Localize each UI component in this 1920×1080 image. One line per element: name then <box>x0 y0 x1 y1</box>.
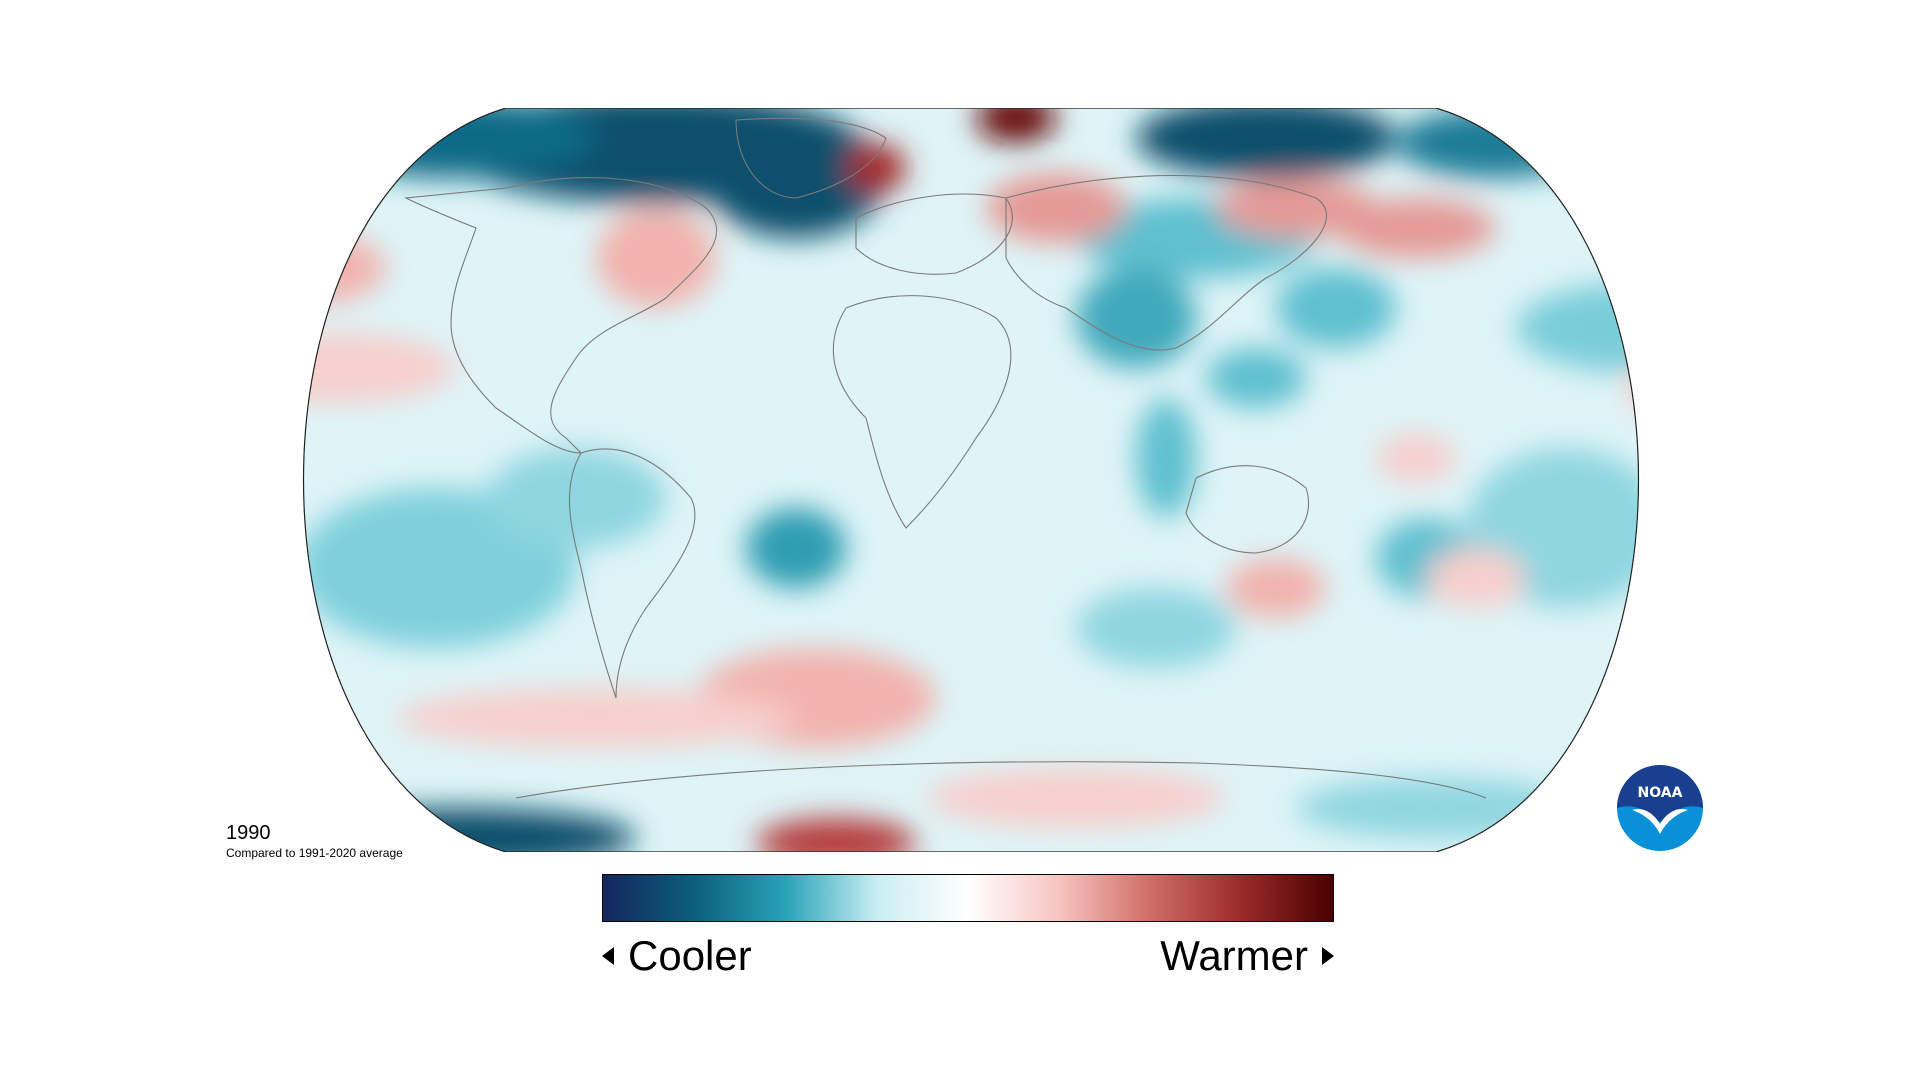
warmer-label: Warmer <box>1160 932 1308 979</box>
color-scale-bar <box>602 874 1334 922</box>
comparison-subtitle: Compared to 1991-2020 average <box>226 846 403 860</box>
asia-outline <box>1005 174 1328 351</box>
greenland-outline <box>735 117 887 199</box>
year-label: 1990 <box>226 822 271 844</box>
right-arrow-icon <box>1322 947 1334 965</box>
logo-text: NOAA <box>1638 785 1683 801</box>
left-arrow-icon <box>602 947 614 965</box>
temperature-anomaly-map <box>236 108 1706 852</box>
continent-outlines <box>404 117 1487 799</box>
africa-outline <box>832 295 1012 529</box>
map-border <box>302 108 1640 852</box>
cooler-label: Cooler <box>628 932 752 979</box>
cooler-legend: Cooler <box>602 930 752 982</box>
antarctica-outline <box>515 761 1487 799</box>
logo-bird-icon <box>1632 808 1688 834</box>
logo-top-band <box>1617 765 1703 822</box>
legend-labels: Cooler Warmer <box>602 930 1334 982</box>
warmer-legend: Warmer <box>1160 930 1334 982</box>
australia-outline <box>1185 465 1310 554</box>
noaa-logo: NOAA <box>1616 764 1704 852</box>
south-america-outline <box>568 448 696 699</box>
north-america-outline <box>404 177 718 454</box>
